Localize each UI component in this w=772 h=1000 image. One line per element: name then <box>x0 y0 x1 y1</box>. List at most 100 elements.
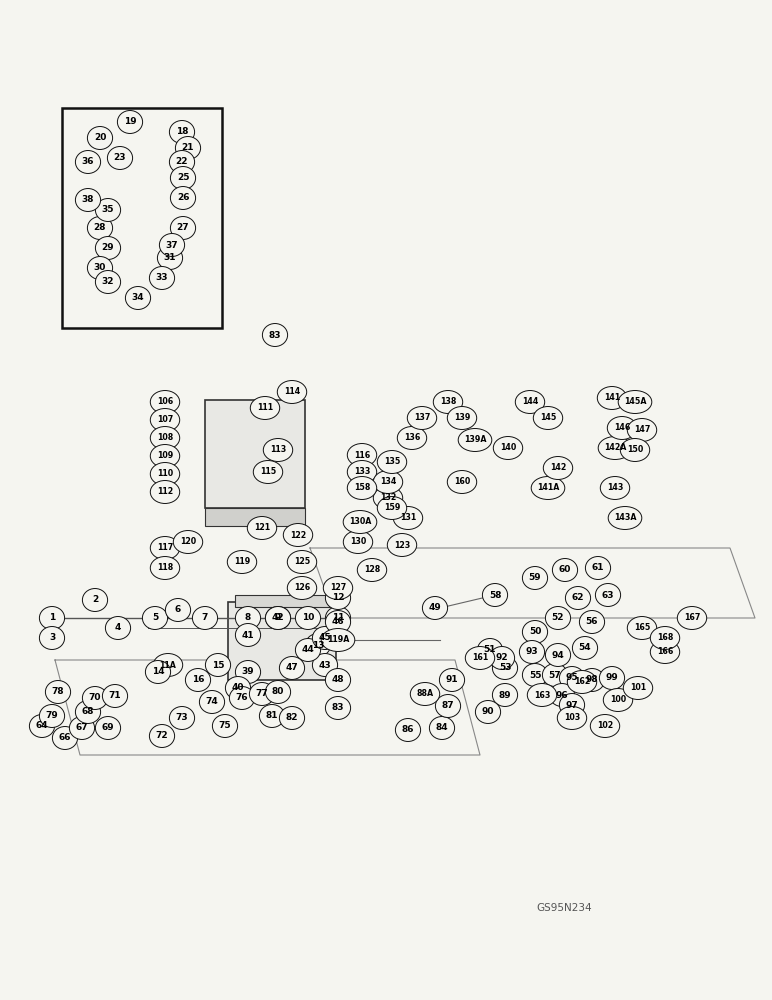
Ellipse shape <box>344 531 373 553</box>
Text: 22: 22 <box>176 157 188 166</box>
Text: 131: 131 <box>400 514 416 522</box>
Ellipse shape <box>83 687 107 709</box>
Ellipse shape <box>171 167 195 189</box>
Text: 160: 160 <box>454 478 470 487</box>
Ellipse shape <box>433 391 462 413</box>
Ellipse shape <box>117 111 143 133</box>
Ellipse shape <box>151 463 180 485</box>
Ellipse shape <box>150 725 174 747</box>
Ellipse shape <box>599 667 625 689</box>
Bar <box>205 508 305 526</box>
Ellipse shape <box>154 654 183 676</box>
Ellipse shape <box>151 409 180 431</box>
Ellipse shape <box>296 607 320 629</box>
Ellipse shape <box>173 531 203 553</box>
Text: 44: 44 <box>302 646 314 654</box>
Ellipse shape <box>585 557 611 579</box>
Text: 61: 61 <box>592 564 604 572</box>
Text: 163: 163 <box>533 690 550 700</box>
Ellipse shape <box>171 217 195 239</box>
Ellipse shape <box>106 617 130 639</box>
Text: 168: 168 <box>657 634 673 643</box>
Ellipse shape <box>253 461 283 483</box>
Text: 90: 90 <box>482 708 494 716</box>
Ellipse shape <box>87 217 113 239</box>
Ellipse shape <box>439 669 465 691</box>
Ellipse shape <box>235 661 261 683</box>
Ellipse shape <box>603 689 633 711</box>
Text: 141A: 141A <box>537 484 559 492</box>
Ellipse shape <box>69 717 95 739</box>
Ellipse shape <box>347 461 377 483</box>
Ellipse shape <box>628 419 657 441</box>
Text: 39: 39 <box>242 668 254 676</box>
Ellipse shape <box>151 427 180 449</box>
Ellipse shape <box>520 641 544 663</box>
Bar <box>235 595 330 607</box>
Text: 52: 52 <box>552 613 564 622</box>
Ellipse shape <box>287 551 317 573</box>
Text: 19: 19 <box>124 117 137 126</box>
Ellipse shape <box>545 607 571 629</box>
Text: 91: 91 <box>445 676 459 684</box>
Ellipse shape <box>225 677 251 699</box>
Text: 144: 144 <box>522 397 538 406</box>
Text: 94: 94 <box>552 650 564 660</box>
Ellipse shape <box>482 584 508 606</box>
Text: 135: 135 <box>384 458 400 466</box>
Ellipse shape <box>543 457 573 479</box>
Text: 73: 73 <box>176 714 188 722</box>
Ellipse shape <box>39 627 65 649</box>
Ellipse shape <box>247 517 276 539</box>
Ellipse shape <box>96 717 120 739</box>
Text: 106: 106 <box>157 397 173 406</box>
Ellipse shape <box>235 624 261 646</box>
Text: 41: 41 <box>242 631 254 640</box>
Ellipse shape <box>550 684 574 706</box>
Ellipse shape <box>677 607 706 629</box>
Text: 27: 27 <box>177 224 189 232</box>
Ellipse shape <box>151 391 180 413</box>
Text: 13: 13 <box>312 641 324 650</box>
Ellipse shape <box>395 719 421 741</box>
Ellipse shape <box>347 477 377 499</box>
Ellipse shape <box>543 664 567 686</box>
Text: 51: 51 <box>484 646 496 654</box>
Ellipse shape <box>185 669 211 691</box>
Text: 67: 67 <box>76 724 88 732</box>
Ellipse shape <box>151 445 180 467</box>
Text: 117: 117 <box>157 544 173 552</box>
Ellipse shape <box>169 121 195 143</box>
Ellipse shape <box>283 524 313 546</box>
Ellipse shape <box>608 417 637 439</box>
Ellipse shape <box>620 439 650 461</box>
Ellipse shape <box>326 587 350 609</box>
Text: 143: 143 <box>607 484 623 492</box>
Ellipse shape <box>159 234 185 256</box>
Text: 92: 92 <box>496 654 508 662</box>
Text: 93: 93 <box>526 648 538 656</box>
Text: 150: 150 <box>627 446 643 454</box>
Text: 4: 4 <box>115 624 121 633</box>
Ellipse shape <box>623 677 652 699</box>
Text: 48: 48 <box>332 676 344 684</box>
Ellipse shape <box>287 577 317 599</box>
Text: 46: 46 <box>332 617 344 626</box>
Text: 7: 7 <box>201 613 208 622</box>
Text: 26: 26 <box>177 194 189 202</box>
Ellipse shape <box>553 559 577 581</box>
Text: 139: 139 <box>454 414 470 422</box>
Text: 37: 37 <box>166 240 178 249</box>
Ellipse shape <box>435 695 461 717</box>
Text: 134: 134 <box>380 478 396 487</box>
Text: 138: 138 <box>440 397 456 406</box>
Text: 16: 16 <box>191 676 205 684</box>
Ellipse shape <box>83 589 107 611</box>
Text: 109: 109 <box>157 452 173 460</box>
Text: 9: 9 <box>275 613 281 622</box>
Ellipse shape <box>476 701 500 723</box>
Ellipse shape <box>96 271 120 293</box>
Ellipse shape <box>145 661 171 683</box>
Text: 137: 137 <box>414 414 430 422</box>
Ellipse shape <box>192 607 218 629</box>
